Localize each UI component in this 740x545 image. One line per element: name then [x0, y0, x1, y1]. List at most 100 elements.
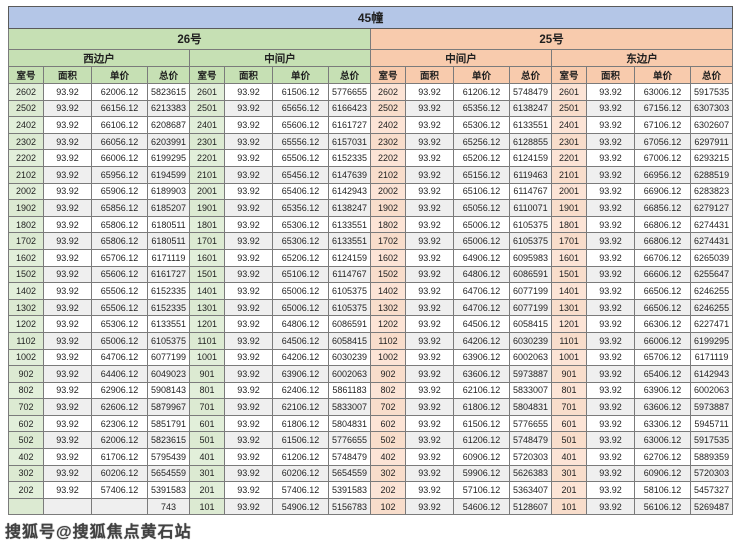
total-price-cell: 6180511: [147, 215, 190, 234]
area-cell: 93.92: [43, 215, 92, 234]
total-price-cell: 6189903: [147, 182, 190, 201]
unit-price-cell: 65856.12: [91, 199, 148, 217]
total-price-cell: 5833007: [328, 398, 371, 416]
unit-price-cell: 65006.12: [453, 232, 510, 250]
total-price-cell: 5776655: [509, 414, 552, 433]
area-cell: 93.92: [586, 448, 635, 466]
area-cell: 93.92: [224, 232, 273, 250]
total-price-cell: 6288519: [689, 165, 734, 184]
unit-price-cell: 65156.12: [453, 165, 510, 184]
total-price-cell: 5391583: [147, 481, 190, 499]
area-cell: 93.92: [43, 365, 92, 383]
room-cell: 2001: [189, 182, 225, 201]
unit-header-row: 26号 25号: [8, 28, 734, 50]
unit-price-cell: 66906.12: [634, 182, 691, 201]
total-price-cell: 6265039: [689, 248, 734, 267]
area-cell: 93.92: [405, 381, 454, 400]
area-cell: 93.92: [405, 298, 454, 317]
total-price-cell: 6133551: [328, 232, 371, 250]
area-cell: 93.92: [405, 365, 454, 383]
room-cell: 2001: [551, 182, 587, 201]
col-room-header: 室号: [8, 66, 44, 84]
area-cell: 93.92: [224, 315, 273, 333]
unit-price-cell: 66956.12: [634, 165, 691, 184]
unit-price-cell: 62706.12: [634, 448, 691, 466]
unit-price-cell: 66806.12: [634, 232, 691, 250]
room-cell: 1201: [551, 315, 587, 333]
unit-price-cell: 65306.12: [453, 116, 510, 134]
total-price-cell: 5945711: [689, 414, 734, 433]
total-price-cell: 6058415: [328, 331, 371, 350]
unit-price-cell: 63006.12: [634, 83, 691, 101]
total-price-cell: 5720303: [509, 448, 552, 466]
total-price-cell: 6194599: [147, 165, 190, 184]
total-price-cell: 6114767: [328, 265, 371, 284]
col-room-header: 室号: [189, 66, 225, 84]
unit-price-cell: 59906.12: [453, 464, 510, 483]
total-price-cell: 5833007: [509, 381, 552, 400]
unit-price-cell: 63606.12: [453, 365, 510, 383]
room-cell: 1602: [8, 248, 44, 267]
unit-price-cell: 62006.12: [91, 431, 148, 450]
unit-price-cell: 65006.12: [453, 215, 510, 234]
room-cell: 602: [370, 414, 406, 433]
room-cell: 2402: [370, 116, 406, 134]
total-price-cell: 6274431: [689, 232, 734, 250]
area-cell: 93.92: [405, 199, 454, 217]
unit-price-cell: 65006.12: [91, 331, 148, 350]
area-cell: 93.92: [43, 99, 92, 118]
unit-price-cell: 60906.12: [453, 448, 510, 466]
total-price-cell: 5776655: [328, 431, 371, 450]
room-cell: 1302: [370, 298, 406, 317]
room-cell: 2101: [551, 165, 587, 184]
room-cell: 1101: [551, 331, 587, 350]
area-cell: 93.92: [224, 282, 273, 300]
total-price-cell: 6152335: [147, 282, 190, 300]
room-cell: 1801: [551, 215, 587, 234]
area-cell: 93.92: [586, 265, 635, 284]
room-cell: 302: [8, 464, 44, 483]
unit-price-cell: 67106.12: [634, 116, 691, 134]
room-cell: 2002: [8, 182, 44, 201]
table-row: 402 93.92 61706.12 5795439 401 93.92 61206.12 5…: [8, 448, 734, 466]
unit-price-cell: 65506.12: [272, 149, 329, 167]
area-cell: 93.92: [405, 481, 454, 499]
room-cell: 1402: [370, 282, 406, 300]
total-price-cell: 5156783: [328, 497, 371, 516]
room-cell: 2102: [370, 165, 406, 184]
table-row: 2402 93.92 66106.12 6208687 2401 93.92 65606.1…: [8, 116, 734, 134]
area-cell: 93.92: [43, 165, 92, 184]
area-cell: 93.92: [586, 149, 635, 167]
total-price-cell: 5391583: [328, 481, 371, 499]
room-cell: 1802: [8, 215, 44, 234]
unit-price-cell: 66056.12: [91, 132, 148, 151]
area-cell: 93.92: [586, 132, 635, 151]
room-cell: 1401: [551, 282, 587, 300]
total-price-cell: 6133551: [328, 215, 371, 234]
unit-price-cell: 65406.12: [272, 182, 329, 201]
area-cell: 93.92: [224, 265, 273, 284]
room-cell: 1501: [189, 265, 225, 284]
area-cell: 93.92: [224, 365, 273, 383]
area-cell: 93.92: [224, 414, 273, 433]
area-cell: 93.92: [586, 215, 635, 234]
room-cell: 2402: [8, 116, 44, 134]
room-cell: 1102: [370, 331, 406, 350]
unit-price-cell: 65306.12: [91, 315, 148, 333]
unit-price-cell: 64206.12: [272, 348, 329, 367]
room-cell: 2501: [551, 99, 587, 118]
total-price-cell: 6133551: [509, 116, 552, 134]
room-cell: 1301: [189, 298, 225, 317]
unit-price-cell: 65306.12: [272, 232, 329, 250]
room-cell: 1901: [189, 199, 225, 217]
total-price-cell: 5269487: [689, 497, 734, 516]
unit-price-cell: 62306.12: [91, 414, 148, 433]
unit-price-cell: 65606.12: [91, 265, 148, 284]
unit-price-cell: 61206.12: [272, 448, 329, 466]
total-price-cell: 6227471: [689, 315, 734, 333]
area-cell: 93.92: [405, 215, 454, 234]
col-price-header: 单价: [272, 66, 329, 84]
table-row: 2602 93.92 62006.12 5823615 2601 93.92 61506.1…: [8, 83, 734, 101]
total-price-cell: 6157031: [328, 132, 371, 151]
area-cell: 93.92: [586, 398, 635, 416]
